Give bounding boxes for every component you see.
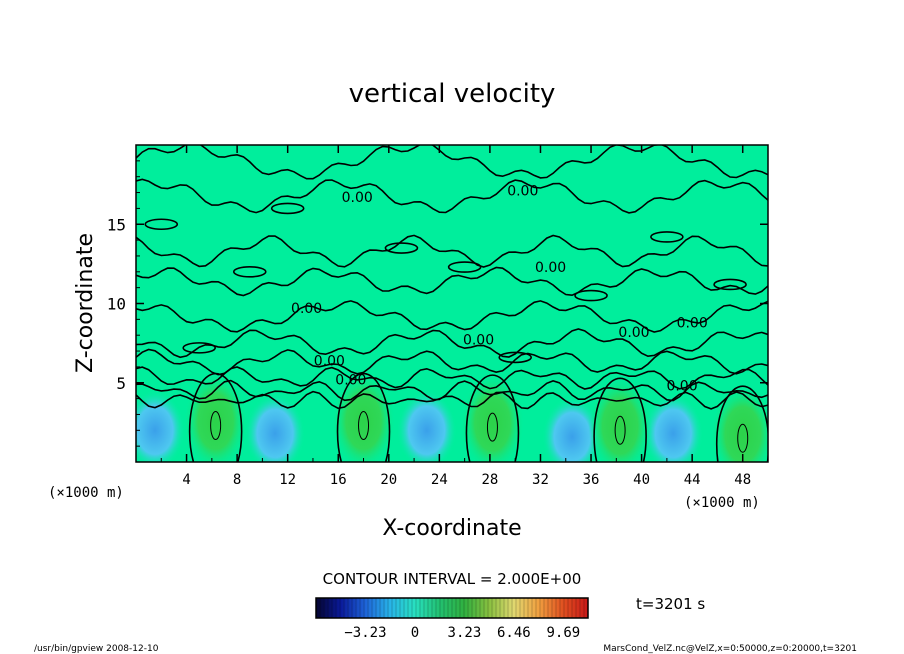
small-contour-0: [144, 218, 179, 231]
x-axis-label: X-coordinate: [382, 516, 521, 541]
small-contour-6: [574, 289, 608, 302]
updraft-contour-1: [336, 372, 391, 462]
y-axis: 5 10 15: [107, 160, 768, 447]
colorbar-label-2: 3.23: [448, 625, 482, 641]
footer-right: MarsCond_VelZ.nc@VelZ,x=0:50000,z=0:2000…: [603, 644, 857, 654]
x-tick-label-5: 24: [431, 472, 448, 488]
updraft-contour-2: [465, 374, 520, 462]
downdraft-region-2: [396, 390, 457, 462]
updraft-contour-3: [593, 377, 647, 462]
x-tick-label-6: 28: [481, 472, 498, 488]
downdraft-region-4: [643, 393, 704, 462]
contour-line-4: [136, 300, 768, 333]
x-tick-label-4: 20: [380, 472, 397, 488]
contour-interval-label: CONTOUR INTERVAL = 2.000E+00: [323, 570, 582, 588]
contour-line-9: [136, 390, 768, 410]
x-unit-right: (×1000 m): [684, 495, 760, 511]
y-tick-label-2: 15: [107, 215, 126, 234]
colorbar-fill: [315, 597, 589, 619]
downdraft-region-0: [136, 390, 185, 462]
colorbar-label-4: 9.69: [546, 625, 580, 641]
colorbar-label-3: 6.46: [497, 625, 531, 641]
x-tick-label-0: 4: [182, 472, 190, 488]
small-contour-2: [384, 242, 419, 254]
contour-label-1: 0.00: [507, 184, 538, 200]
small-contour-4: [447, 261, 482, 273]
small-contour-3: [232, 265, 267, 278]
x-tick-label-7: 32: [532, 472, 549, 488]
contour-line-2: [136, 234, 768, 268]
updraft-region-0: [183, 371, 248, 462]
x-tick-label-10: 44: [684, 472, 701, 488]
updraft-core-contour-3: [614, 415, 626, 445]
updraft-region-1: [331, 371, 396, 462]
contour-label-9: 0.00: [666, 379, 697, 395]
small-contour-7: [182, 342, 216, 354]
downdraft-region-3: [542, 396, 603, 462]
velocity-field: [136, 371, 768, 462]
contour-line-6: [136, 348, 768, 376]
updraft-region-4: [710, 384, 768, 462]
contour-line-5: [136, 328, 768, 359]
x-tick-label-2: 12: [279, 472, 296, 488]
x-unit-left: (×1000 m): [48, 485, 124, 501]
contour-label-5: 0.00: [618, 325, 649, 341]
time-label: t=3201 s: [636, 595, 705, 613]
x-tick-label-3: 16: [330, 472, 347, 488]
contour-line-8: [136, 379, 768, 402]
colorbar-label-0: −3.23: [344, 625, 386, 641]
contour-label-0: 0.00: [342, 190, 373, 206]
contour-label-6: 0.00: [463, 333, 494, 349]
updraft-core-contour-4: [737, 423, 749, 453]
x-tick-label-1: 8: [233, 472, 241, 488]
updraft-core-contour-2: [486, 412, 498, 442]
colorbar-label-1: 0: [411, 625, 419, 641]
chart-title: vertical velocity: [349, 79, 556, 109]
colorbar-ticks: −3.23 0 3.23 6.46 9.69: [315, 598, 585, 641]
footer-left: /usr/bin/gpview 2008-12-10: [34, 644, 159, 654]
y-tick-label-0: 5: [116, 374, 126, 393]
contour-label-4: 0.00: [677, 315, 708, 331]
contour-label-8: 0.00: [335, 372, 366, 388]
updraft-core-contour-0: [210, 411, 222, 441]
contour-line-7: [136, 366, 768, 390]
contour-label-3: 0.00: [291, 301, 322, 317]
small-contour-1: [270, 202, 305, 215]
contour-label-2: 0.00: [535, 260, 566, 276]
colorbar: −3.23 0 3.23 6.46 9.69: [315, 597, 589, 641]
small-contour-8: [498, 351, 533, 364]
small-contour-9: [713, 278, 747, 291]
contour-lines: [136, 145, 768, 462]
downdraft-region-1: [245, 393, 306, 462]
x-tick-label-8: 36: [583, 472, 600, 488]
contour-label-7: 0.00: [314, 353, 345, 369]
contour-line-1: [136, 178, 768, 214]
updraft-core-contour-1: [358, 411, 370, 441]
y-tick-label-1: 10: [107, 295, 126, 314]
updraft-contour-0: [188, 372, 243, 462]
y-axis-label: Z-coordinate: [73, 233, 98, 373]
contour-line-3: [136, 266, 768, 297]
updraft-contour-4: [715, 385, 768, 462]
small-contour-5: [650, 231, 684, 243]
x-axis: 4 8 12 16 20 24 28 32 36 40 44 48: [160, 145, 751, 488]
x-tick-label-9: 40: [633, 472, 650, 488]
x-tick-label-11: 48: [734, 472, 751, 488]
plot-area: 0.00 0.000.000.000.000.000.000.000.00 0.00…: [107, 144, 769, 488]
contour-labels: 0.00 0.00 0.00 0.00 0.00 0.00 0.00 0.00 0.00 0.00: [291, 184, 708, 395]
